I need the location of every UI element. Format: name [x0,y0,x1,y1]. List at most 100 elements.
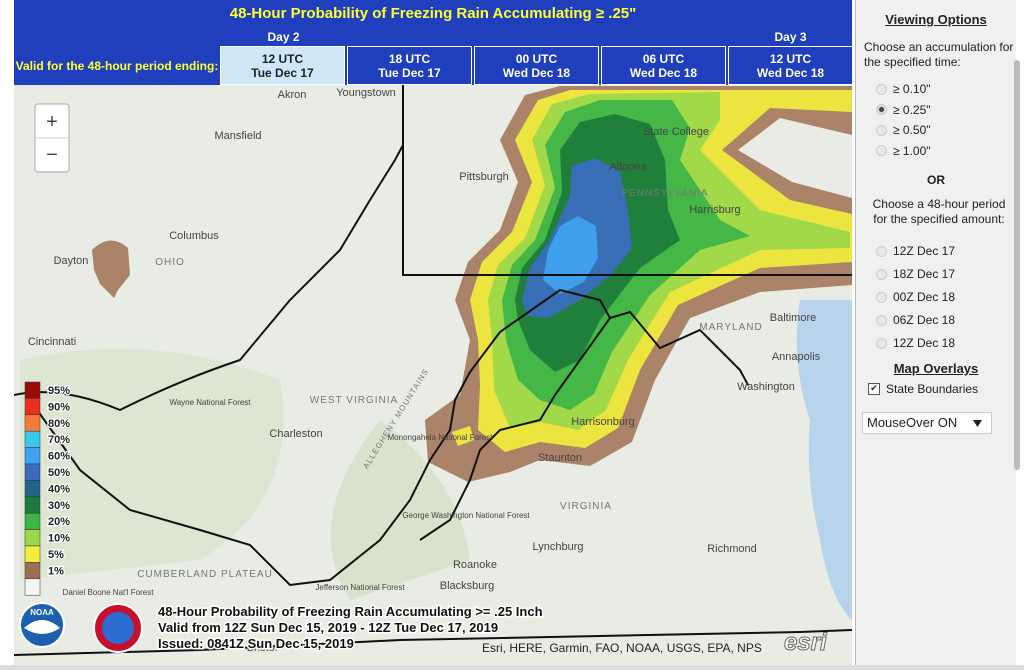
period-time[interactable]: 06 UTC [642,52,685,66]
period-tab[interactable]: 12 UTC Wed Dec 18 [728,46,853,85]
overlay-checkbox[interactable]: ✔ State Boundaries [868,382,978,396]
state-boundary [14,629,852,656]
radio[interactable] [876,337,887,349]
select-value[interactable]: MouseOver ON [867,415,958,430]
map-caption: Valid from 12Z Sun Dec 15, 2019 - 12Z Tu… [158,620,498,635]
day-label: Day 3 [774,30,807,44]
option-label[interactable]: 06Z Dec 18 [893,313,956,327]
noaa-bird [24,620,60,634]
checkbox[interactable]: ✔ [868,383,880,395]
option-label[interactable]: ≥ 1.00" [893,143,931,158]
map-label: Wayne National Forest [169,398,251,407]
period-option[interactable]: 06Z Dec 18 [876,313,955,327]
legend-swatch [24,562,41,580]
probability-area [92,240,130,298]
options-panel: Viewing Options Choose an accumulation f… [855,0,1016,665]
map-label: Youngstown [336,87,396,99]
zoom-out[interactable]: − [46,144,58,166]
map: Akron Youngstown Mansfield Pittsburgh State … [14,85,852,665]
map-label: Monongahela National Forest [388,433,494,442]
period-date[interactable]: Tue Dec 17 [378,66,441,80]
terrain [20,348,284,580]
period-tab[interactable]: 06 UTC Wed Dec 18 [601,46,726,85]
option-label[interactable]: ≥ 0.25" [893,102,931,117]
period-time[interactable]: 18 UTC [388,52,431,66]
period-option[interactable]: 12Z Dec 17 [876,244,955,258]
map-label: Staunton [538,452,582,464]
legend-swatch [24,578,41,596]
terrain [330,420,470,600]
map-label: MARYLAND [699,322,762,333]
map-label: Bristol [247,642,278,654]
legend-label: 20% [48,516,70,528]
period-date[interactable]: Tue Dec 17 [251,66,314,80]
period-tab[interactable]: 12 UTC Tue Dec 17 [220,46,345,85]
legend-swatch [24,480,41,498]
scrollbar[interactable] [1014,60,1020,470]
radio[interactable] [876,245,887,257]
radio[interactable] [876,104,887,115]
map-label: Cincinnati [28,336,76,348]
legend-label: 40% [48,483,70,495]
legend-label: 1% [48,565,64,577]
period-option[interactable]: 00Z Dec 18 [876,290,955,304]
map-label: Jefferson National Forest [315,583,405,592]
period-tab[interactable]: 00 UTC Wed Dec 18 [474,46,599,85]
state-boundary [499,288,749,386]
radio[interactable] [876,145,887,156]
amount-option[interactable]: ≥ 0.25" [876,103,931,117]
option-label[interactable]: 18Z Dec 17 [893,267,956,281]
period-option[interactable]: 12Z Dec 18 [876,336,955,350]
dropdown-arrow[interactable] [973,420,983,428]
map-label: Columbus [169,230,219,242]
map-label: Charleston [269,428,322,440]
option-label[interactable]: ≥ 0.50" [893,123,931,137]
period-option[interactable]: 18Z Dec 17 [876,267,955,281]
option-label[interactable]: 00Z Dec 18 [893,290,956,304]
period-tab[interactable]: 18 UTC Tue Dec 17 [347,46,472,85]
period-time[interactable]: 00 UTC [515,52,558,66]
overlay-label[interactable]: State Boundaries [886,382,979,396]
legend-label: 90% [48,401,70,413]
attribution: Esri, HERE, Garmin, FAO, NOAA, USGS, EPA… [482,641,762,655]
legend-swatch [24,463,41,481]
state-boundary [29,331,501,587]
option-label[interactable]: ≥ 0.10" [893,82,931,96]
period-date[interactable]: Wed Dec 18 [502,66,571,80]
option-label[interactable]: 12Z Dec 18 [893,336,956,350]
map-label: Daniel Boone Nat'l Forest [63,588,155,597]
amount-option[interactable]: ≥ 0.50" [876,123,931,137]
day-label: Day 2 [267,30,300,44]
zoom-in[interactable]: + [46,111,58,133]
map-label: PENNSYLVANIA [621,188,708,199]
legend-label: 5% [48,549,64,561]
radio[interactable] [876,268,887,280]
map-label: Harrisburg [689,204,740,216]
map-label: Dayton [54,255,89,267]
legend-label: 50% [48,467,70,479]
section-title: Viewing Options [885,12,987,27]
radio[interactable] [876,314,887,326]
legend-swatch [24,447,41,465]
map-label: Blacksburg [440,580,494,592]
period-date[interactable]: Wed Dec 18 [629,66,698,80]
esri-logo: esri [784,629,828,656]
option-label[interactable]: 12Z Dec 17 [893,244,956,258]
mouseover-select[interactable]: MouseOver ON [862,412,992,434]
map-label: Pittsburgh [459,171,509,183]
legend-label: 80% [48,418,70,430]
period-label: Valid for the 48-hour period ending: [15,58,219,73]
period-time[interactable]: 12 UTC [769,52,812,66]
amount-option[interactable]: ≥ 1.00" [876,144,931,158]
radio[interactable] [876,291,887,303]
period-date[interactable]: Wed Dec 18 [756,66,825,80]
map-label: Washington [737,381,795,393]
radio[interactable] [876,83,887,95]
period-time[interactable]: 12 UTC [261,52,304,66]
radio[interactable] [876,124,887,136]
state-boundary [419,317,611,541]
amount-option[interactable]: ≥ 0.10" [876,82,931,96]
probability-area [452,426,474,446]
legend-label: 10% [48,533,70,545]
or-label: OR [927,173,945,187]
